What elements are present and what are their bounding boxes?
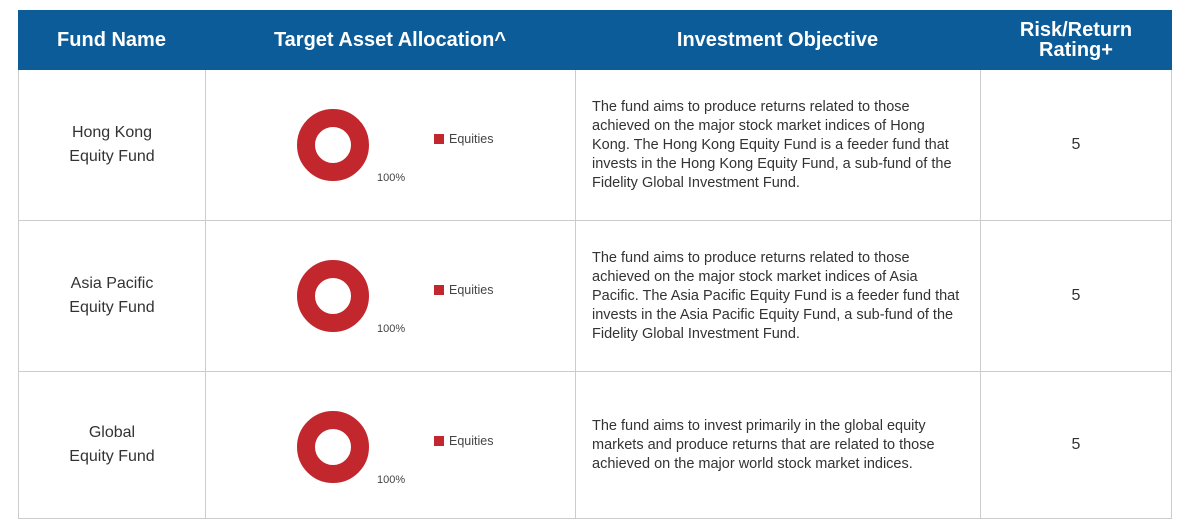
donut-value-label: 100% (377, 474, 405, 486)
fund-name-text: Hong Kong Equity Fund (69, 121, 154, 169)
fund-name: Hong Kong Equity Fund (18, 70, 205, 220)
donut-segment (296, 260, 369, 332)
fund-name: Asia Pacific Equity Fund (18, 221, 205, 371)
investment-objective: The fund aims to produce returns related… (575, 70, 980, 220)
header-cell: Risk/Return Rating+ (1019, 19, 1133, 61)
donut-segment (296, 411, 369, 483)
fund-row: Global Equity Fund 100% Equities The fund ai… (18, 372, 1172, 519)
fund-row: Hong Kong Equity Fund 100% Equities The fund… (18, 70, 1172, 221)
donut-value-label: 100% (377, 323, 405, 335)
fund-row: Asia Pacific Equity Fund 100% Equities The f… (18, 221, 1172, 372)
allocation: 100% Equities (205, 372, 575, 518)
investment-objective: The fund aims to produce returns related… (575, 221, 980, 371)
donut-segment (296, 109, 369, 181)
legend-label: Equities (449, 434, 493, 448)
legend-label: Equities (449, 132, 493, 146)
name-line: Equity Fund (69, 148, 155, 165)
fund-table: Fund Name Target Asset Allocation^ Inves… (18, 10, 1172, 519)
name-line: Asia Pacific (70, 275, 154, 292)
header-cell: Target Asset Allocation^ (273, 29, 507, 51)
fund-name: Global Equity Fund (18, 372, 205, 518)
allocation: 100% Equities (205, 221, 575, 371)
investment-objective: The fund aims to invest primarily in the… (575, 372, 980, 518)
risk-rating: 5 (980, 221, 1172, 371)
risk-rating: 5 (980, 70, 1172, 220)
name-line: Equity Fund (69, 448, 155, 465)
fund-name-text: Global Equity Fund (69, 421, 154, 469)
allocation-chart: 100% Equities (296, 260, 493, 335)
header-cell: Fund Name (57, 29, 166, 51)
allocation-chart: 100% Equities (296, 411, 493, 486)
name-line: Equity Fund (69, 299, 155, 316)
allocation: 100% Equities (205, 70, 575, 220)
name-line: Global (88, 424, 136, 441)
allocation-chart: 100% Equities (296, 109, 493, 184)
name-line: Hong Kong (71, 124, 153, 141)
header-cell: Investment Objective (676, 29, 879, 51)
legend-swatch (433, 436, 444, 446)
legend-swatch (433, 134, 444, 144)
legend-swatch (433, 285, 444, 295)
header-row: Fund Name Target Asset Allocation^ Inves… (18, 10, 1172, 70)
legend-label: Equities (449, 283, 493, 297)
risk-rating: 5 (980, 372, 1172, 518)
fund-name-text: Asia Pacific Equity Fund (69, 272, 154, 320)
donut-value-label: 100% (377, 172, 405, 184)
